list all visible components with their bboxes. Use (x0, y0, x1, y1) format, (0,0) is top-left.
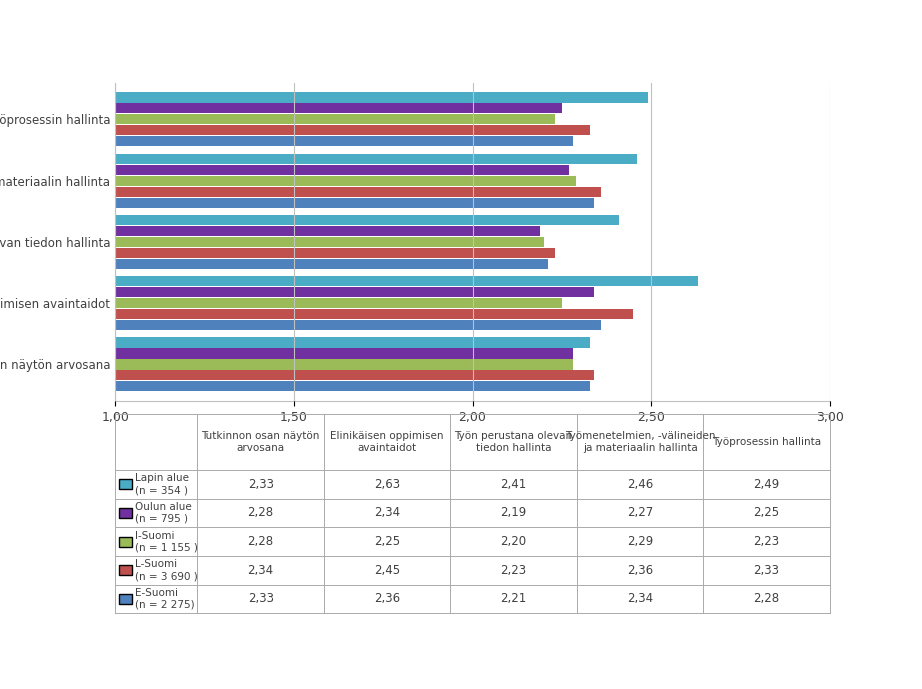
Text: 2,33: 2,33 (248, 593, 274, 606)
Bar (0, 125, 590, 136)
Text: 2,28: 2,28 (248, 535, 274, 548)
Bar (0, 154, 637, 164)
Text: 2,41: 2,41 (501, 477, 526, 491)
Text: Elinikäisen oppimisen
avaintaidot: Elinikäisen oppimisen avaintaidot (330, 431, 443, 453)
FancyBboxPatch shape (119, 594, 132, 604)
Text: 2,34: 2,34 (248, 564, 274, 577)
Bar (0, 349, 573, 358)
Text: Työn perustana olevan
tiedon hallinta: Työn perustana olevan tiedon hallinta (455, 431, 573, 453)
Bar (0, 276, 698, 286)
Bar (0, 259, 548, 269)
Text: Työprosessin hallinta: Työprosessin hallinta (712, 437, 822, 447)
Bar (0, 309, 633, 319)
Text: 2,45: 2,45 (374, 564, 400, 577)
Bar (0, 287, 594, 297)
Text: 2,63: 2,63 (374, 477, 400, 491)
Text: Oulun alue
(n = 795 ): Oulun alue (n = 795 ) (136, 502, 192, 524)
Bar (0, 248, 555, 258)
Bar (0, 298, 561, 308)
Text: 2,23: 2,23 (753, 535, 780, 548)
Text: I-Suomi
(n = 1 155 ): I-Suomi (n = 1 155 ) (136, 531, 198, 553)
Bar (0, 382, 590, 391)
Text: 2,28: 2,28 (753, 593, 780, 606)
Text: 2,49: 2,49 (753, 477, 780, 491)
Bar (0, 165, 569, 175)
Bar (0, 237, 544, 247)
Text: 2,25: 2,25 (753, 506, 780, 520)
Bar (0, 176, 576, 186)
Text: 2,34: 2,34 (627, 593, 653, 606)
FancyBboxPatch shape (119, 508, 132, 518)
Bar (0, 360, 573, 369)
Text: E-Suomi
(n = 2 275): E-Suomi (n = 2 275) (136, 588, 195, 610)
Bar (0, 215, 619, 225)
Text: 2,19: 2,19 (501, 506, 526, 520)
FancyBboxPatch shape (119, 537, 132, 546)
Bar (0, 114, 555, 125)
Bar (0, 92, 647, 103)
Text: 2,33: 2,33 (753, 564, 780, 577)
Bar (0, 371, 594, 380)
Text: 2,25: 2,25 (374, 535, 400, 548)
Text: 2,34: 2,34 (374, 506, 400, 520)
Text: 2,21: 2,21 (501, 593, 526, 606)
Text: 2,36: 2,36 (627, 564, 653, 577)
Bar (0, 198, 594, 207)
Text: 2,28: 2,28 (248, 506, 274, 520)
Text: 2,27: 2,27 (627, 506, 653, 520)
Bar (0, 103, 561, 114)
Text: 2,36: 2,36 (374, 593, 400, 606)
FancyBboxPatch shape (119, 565, 132, 575)
Text: Työmenetelmien, -välineiden
ja materiaalin hallinta: Työmenetelmien, -välineiden ja materiaal… (565, 431, 715, 453)
Text: L-Suomi
(n = 3 690 ): L-Suomi (n = 3 690 ) (136, 559, 198, 581)
Bar (0, 187, 601, 197)
Bar (0, 338, 590, 347)
Text: 2,33: 2,33 (248, 477, 274, 491)
Bar (0, 226, 540, 236)
FancyBboxPatch shape (119, 479, 132, 489)
Text: 2,20: 2,20 (501, 535, 526, 548)
Bar (0, 320, 601, 330)
Text: Lapin alue
(n = 354 ): Lapin alue (n = 354 ) (136, 473, 189, 495)
Text: Tutkinnon osan näytön
arvosana: Tutkinnon osan näytön arvosana (202, 431, 320, 453)
Text: 2,23: 2,23 (501, 564, 526, 577)
Text: 2,46: 2,46 (627, 477, 653, 491)
Bar (0, 136, 573, 147)
Text: 2,29: 2,29 (627, 535, 653, 548)
